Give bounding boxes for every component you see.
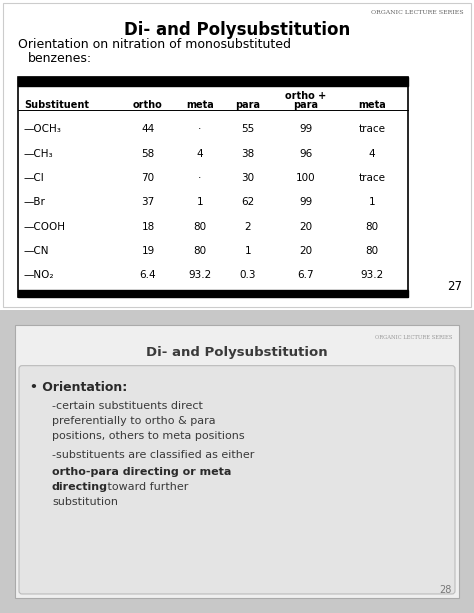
Text: 99: 99 <box>300 197 313 207</box>
Text: preferentially to ortho & para: preferentially to ortho & para <box>52 416 216 425</box>
Text: —COOH: —COOH <box>24 221 66 232</box>
Text: —OCH₃: —OCH₃ <box>24 124 62 134</box>
Text: 4: 4 <box>197 149 203 159</box>
Text: positions, others to meta positions: positions, others to meta positions <box>52 431 245 441</box>
Text: Di- and Polysubstitution: Di- and Polysubstitution <box>124 21 350 39</box>
Text: ortho +: ortho + <box>285 91 327 101</box>
Text: 28: 28 <box>439 585 452 595</box>
Text: 4: 4 <box>369 149 375 159</box>
Text: 44: 44 <box>141 124 155 134</box>
Text: Di- and Polysubstitution: Di- and Polysubstitution <box>146 346 328 359</box>
Text: ORGANIC LECTURE SERIES: ORGANIC LECTURE SERIES <box>374 335 452 340</box>
Text: para: para <box>236 100 261 110</box>
Text: —Br: —Br <box>24 197 46 207</box>
Text: 18: 18 <box>141 221 155 232</box>
Bar <box>18 77 408 86</box>
Text: 80: 80 <box>365 221 379 232</box>
Text: 0.3: 0.3 <box>240 270 256 280</box>
Bar <box>18 77 408 297</box>
Text: 58: 58 <box>141 149 155 159</box>
Text: • Orientation:: • Orientation: <box>30 381 127 394</box>
Text: ORGANIC LECTURE SERIES: ORGANIC LECTURE SERIES <box>371 10 464 15</box>
Text: Orientation on nitration of monosubstituted: Orientation on nitration of monosubstitu… <box>18 39 291 51</box>
Text: 27: 27 <box>447 280 462 294</box>
Text: 62: 62 <box>241 197 255 207</box>
Text: 55: 55 <box>241 124 255 134</box>
Text: 37: 37 <box>141 197 155 207</box>
Text: ortho: ortho <box>133 100 163 110</box>
Text: 2: 2 <box>245 221 251 232</box>
Text: 93.2: 93.2 <box>360 270 383 280</box>
Text: 20: 20 <box>300 221 312 232</box>
Bar <box>18 291 408 297</box>
Text: —NO₂: —NO₂ <box>24 270 55 280</box>
Text: 70: 70 <box>141 173 155 183</box>
Text: —CH₃: —CH₃ <box>24 149 54 159</box>
Text: 6.4: 6.4 <box>140 270 156 280</box>
Text: 93.2: 93.2 <box>188 270 211 280</box>
Text: —CN: —CN <box>24 246 49 256</box>
Text: 1: 1 <box>245 246 251 256</box>
Text: -certain substituents direct: -certain substituents direct <box>52 401 203 411</box>
Text: —Cl: —Cl <box>24 173 45 183</box>
Text: ortho-para directing or meta: ortho-para directing or meta <box>52 466 231 477</box>
Text: ·: · <box>198 124 202 134</box>
Text: 6.7: 6.7 <box>298 270 314 280</box>
Text: 80: 80 <box>193 221 207 232</box>
Text: benzenes:: benzenes: <box>28 51 92 64</box>
Text: 99: 99 <box>300 124 313 134</box>
Text: 20: 20 <box>300 246 312 256</box>
Text: 80: 80 <box>193 246 207 256</box>
Text: para: para <box>293 100 319 110</box>
Text: 38: 38 <box>241 149 255 159</box>
Text: Substituent: Substituent <box>24 100 89 110</box>
Text: 80: 80 <box>365 246 379 256</box>
Text: 1: 1 <box>369 197 375 207</box>
Text: trace: trace <box>358 124 385 134</box>
Text: directing: directing <box>52 482 108 492</box>
Text: 100: 100 <box>296 173 316 183</box>
Text: 19: 19 <box>141 246 155 256</box>
Text: substitution: substitution <box>52 497 118 507</box>
Text: 1: 1 <box>197 197 203 207</box>
Text: meta: meta <box>186 100 214 110</box>
Text: trace: trace <box>358 173 385 183</box>
Text: meta: meta <box>358 100 386 110</box>
Text: ·: · <box>198 173 202 183</box>
FancyBboxPatch shape <box>19 365 455 594</box>
Text: -substituents are classified as either: -substituents are classified as either <box>52 450 255 460</box>
Text: 30: 30 <box>241 173 255 183</box>
Text: 96: 96 <box>300 149 313 159</box>
Text: toward further: toward further <box>104 482 188 492</box>
